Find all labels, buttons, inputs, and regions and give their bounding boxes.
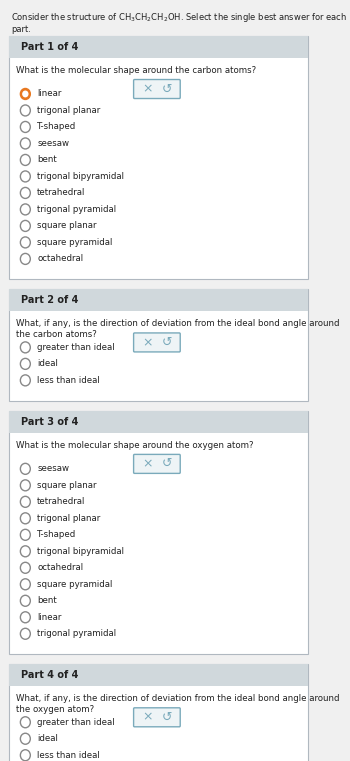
Circle shape [20, 88, 30, 100]
FancyBboxPatch shape [9, 664, 308, 686]
Text: octahedral: octahedral [37, 254, 83, 263]
FancyBboxPatch shape [134, 333, 180, 352]
Text: seesaw: seesaw [37, 139, 69, 148]
Text: greater than ideal: greater than ideal [37, 343, 115, 352]
Text: ×: × [143, 711, 153, 724]
Text: Part 1 of 4: Part 1 of 4 [21, 42, 78, 52]
Text: trigonal bipyramidal: trigonal bipyramidal [37, 547, 124, 556]
Text: trigonal bipyramidal: trigonal bipyramidal [37, 172, 124, 181]
Text: Part 4 of 4: Part 4 of 4 [21, 670, 78, 680]
Text: What, if any, is the direction of deviation from the ideal bond angle around the: What, if any, is the direction of deviat… [16, 694, 340, 714]
Text: linear: linear [37, 90, 62, 98]
Text: ×: × [143, 457, 153, 470]
Text: ↺: ↺ [161, 336, 172, 349]
FancyBboxPatch shape [134, 454, 180, 473]
Text: trigonal planar: trigonal planar [37, 514, 100, 523]
Text: bent: bent [37, 155, 57, 164]
Text: square planar: square planar [37, 221, 97, 231]
Text: ideal: ideal [37, 359, 58, 368]
Text: square pyramidal: square pyramidal [37, 580, 112, 589]
FancyBboxPatch shape [9, 36, 308, 279]
Circle shape [23, 91, 28, 97]
Text: Part 2 of 4: Part 2 of 4 [21, 295, 78, 305]
Text: ×: × [143, 82, 153, 96]
Text: ↺: ↺ [161, 82, 172, 96]
Text: linear: linear [37, 613, 62, 622]
Text: T-shaped: T-shaped [37, 123, 76, 132]
FancyBboxPatch shape [134, 708, 180, 727]
FancyBboxPatch shape [9, 411, 308, 433]
FancyBboxPatch shape [134, 79, 180, 98]
Text: octahedral: octahedral [37, 563, 83, 572]
Text: Consider the structure of $\mathrm{CH_3CH_2CH_2OH}$. Select the single best answ: Consider the structure of $\mathrm{CH_3C… [11, 11, 347, 34]
Text: trigonal pyramidal: trigonal pyramidal [37, 205, 116, 214]
Text: greater than ideal: greater than ideal [37, 718, 115, 727]
Text: What is the molecular shape around the oxygen atom?: What is the molecular shape around the o… [16, 441, 254, 450]
Text: tetrahedral: tetrahedral [37, 189, 85, 197]
Text: square planar: square planar [37, 481, 97, 490]
Text: trigonal pyramidal: trigonal pyramidal [37, 629, 116, 638]
Text: bent: bent [37, 597, 57, 605]
Text: ×: × [143, 336, 153, 349]
Text: tetrahedral: tetrahedral [37, 498, 85, 506]
Text: ↺: ↺ [161, 457, 172, 470]
Text: What is the molecular shape around the carbon atoms?: What is the molecular shape around the c… [16, 66, 257, 75]
Text: Part 3 of 4: Part 3 of 4 [21, 417, 78, 427]
Text: less than ideal: less than ideal [37, 751, 100, 759]
FancyBboxPatch shape [9, 36, 308, 58]
FancyBboxPatch shape [9, 411, 308, 654]
Text: ↺: ↺ [161, 711, 172, 724]
Text: seesaw: seesaw [37, 464, 69, 473]
Text: T-shaped: T-shaped [37, 530, 76, 540]
FancyBboxPatch shape [9, 664, 308, 761]
Text: What, if any, is the direction of deviation from the ideal bond angle around the: What, if any, is the direction of deviat… [16, 320, 340, 339]
Text: trigonal planar: trigonal planar [37, 106, 100, 115]
FancyBboxPatch shape [9, 289, 308, 401]
Text: less than ideal: less than ideal [37, 376, 100, 385]
FancyBboxPatch shape [9, 289, 308, 311]
Text: ideal: ideal [37, 734, 58, 743]
Text: square pyramidal: square pyramidal [37, 238, 112, 247]
